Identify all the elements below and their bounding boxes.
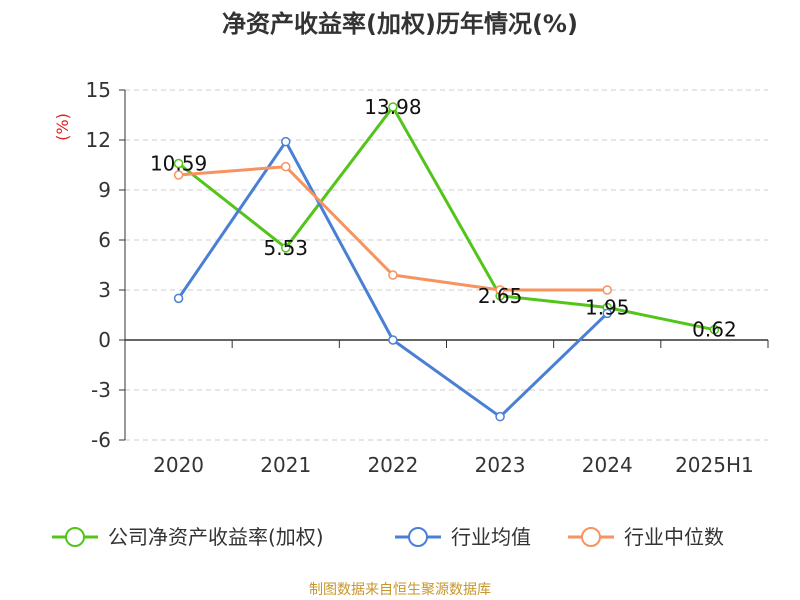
x-tick-label: 2022 (367, 453, 418, 477)
y-tick-label: 15 (86, 78, 111, 102)
data-label: 5.53 (263, 236, 308, 260)
series-line-0 (177, 105, 715, 332)
legend-label: 行业均值 (451, 525, 531, 549)
series-point-1 (173, 293, 184, 304)
source-note: 制图数据来自恒生聚源数据库 (309, 582, 491, 598)
data-label: 1.95 (585, 296, 630, 320)
legend-marker (581, 527, 601, 547)
series-point-0 (388, 102, 398, 112)
y-tick-label: 0 (98, 328, 111, 352)
series-point-2 (281, 161, 291, 172)
y-tick-label: 9 (98, 178, 111, 202)
y-tick-label: 3 (98, 278, 111, 302)
y-tick-label: 6 (98, 228, 111, 252)
grid-lines (125, 89, 768, 441)
legend: 公司净资产收益率(加权) 行业均值 行业中位数 (52, 525, 724, 549)
data-labels: 10.59 5.53 13.98 2.65 1.95 0.62 (150, 95, 737, 342)
y-tick-label: -6 (91, 428, 111, 452)
series-point-1 (602, 308, 612, 319)
y-tick-label: 12 (86, 128, 111, 152)
x-tick-label: 2025H1 (675, 453, 754, 477)
data-label: 10.59 (150, 152, 207, 176)
series-point-2 (602, 285, 612, 295)
chart-title: 净资产收益率(加权)历年情况(%) (222, 10, 578, 38)
series-point-2 (173, 170, 184, 180)
data-label: 0.62 (692, 318, 737, 342)
legend-marker (65, 527, 85, 547)
data-label: 2.65 (478, 284, 523, 308)
axes: 15 12 9 6 3 0 -3 -6 2020 2021 2022 2023 2024 2025H1 (86, 78, 769, 477)
x-tick-label: 2024 (582, 453, 633, 477)
series-point-2 (495, 285, 505, 295)
series-point-2 (388, 270, 398, 280)
x-tick-label: 2023 (475, 453, 526, 477)
series-point-1 (388, 335, 398, 345)
data-label: 13.98 (364, 95, 421, 119)
legend-label: 公司净资产收益率(加权) (108, 525, 324, 549)
y-axis-unit-label: (%) (53, 113, 72, 141)
series-point-0 (709, 324, 720, 335)
legend-marker (408, 527, 428, 547)
series-point-1 (281, 136, 291, 147)
legend-label: 行业中位数 (624, 525, 724, 549)
y-tick-label: -3 (91, 378, 111, 402)
series-lines (173, 102, 720, 422)
series-point-0 (173, 158, 184, 169)
x-tick-label: 2021 (260, 453, 311, 477)
series-point-0 (281, 243, 291, 253)
series-point-1 (495, 411, 505, 422)
x-tick-label: 2020 (153, 453, 204, 477)
